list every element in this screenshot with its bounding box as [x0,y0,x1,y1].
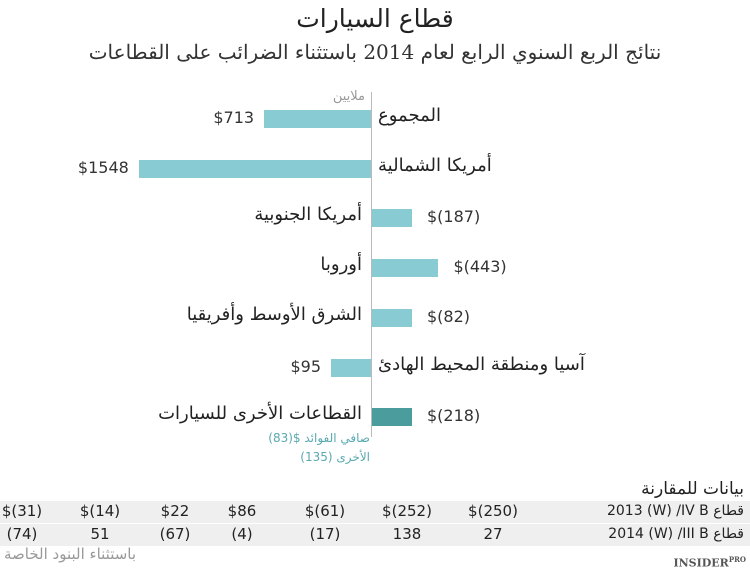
annotation-note: صافي الفوائد $(83) [268,431,370,445]
table-row-label: 2014 (W) /III B قطاع [608,526,744,542]
bar [372,308,412,327]
logo: INSIDERPRO [673,555,746,570]
category-label: أوروبا [320,254,362,276]
bar [331,358,371,377]
chart-title: قطاع السيارات [296,4,454,33]
table-row-label: 2013 (W) /IV B قطاع [606,503,744,519]
table-cell: (74) [6,525,38,543]
table-cell: $86 [227,502,257,520]
table-cell: 27 [483,525,503,543]
table-cell: (67) [159,525,191,543]
table-cell: $(61) [304,502,346,520]
value-label: $713 [213,108,255,127]
value-label: $1548 [77,157,129,177]
table-cell: (4) [231,525,253,543]
value-label: $95 [290,356,321,376]
bar [372,209,412,228]
category-label: أمريكا الجنوبية [254,204,362,226]
value-label: $(443) [453,257,507,277]
value-label: $(187) [427,207,481,227]
table-cell: $(250) [468,502,518,520]
bar [372,408,412,427]
category-label: المجموع [378,105,441,126]
table-heading: بيانات للمقارنة [641,479,744,499]
category-label: الشرق الأوسط وأفريقيا [186,303,362,325]
zero-axis [371,92,372,437]
value-label: $(82) [427,306,471,326]
value-label: $(218) [427,406,481,426]
bar [372,259,439,278]
annotation-note: الأخرى (135) [300,450,370,464]
category-label: آسيا ومنطقة المحيط الهادئ [378,353,585,375]
table-cell: $22 [160,502,190,520]
table-cell: 51 [90,525,110,543]
table-cell: $(14) [79,502,121,520]
unit-label: ملايين [332,89,365,104]
table-band-2 [0,524,750,546]
table-band-1 [0,501,750,523]
table-cell: $(252) [382,502,432,520]
bar [264,110,371,128]
table-cell: $(31) [1,502,43,520]
footer-note: باستثناء البنود الخاصة [4,545,137,563]
table-cell: (17) [309,525,341,543]
chart-subtitle: نتائج الربع السنوي الرابع لعام 2014 باست… [88,40,662,64]
category-label: القطاعات الأخرى للسيارات [158,403,362,425]
category-label: أمريكا الشمالية [378,154,492,176]
table-cell: 138 [392,525,422,543]
bar [138,159,371,178]
